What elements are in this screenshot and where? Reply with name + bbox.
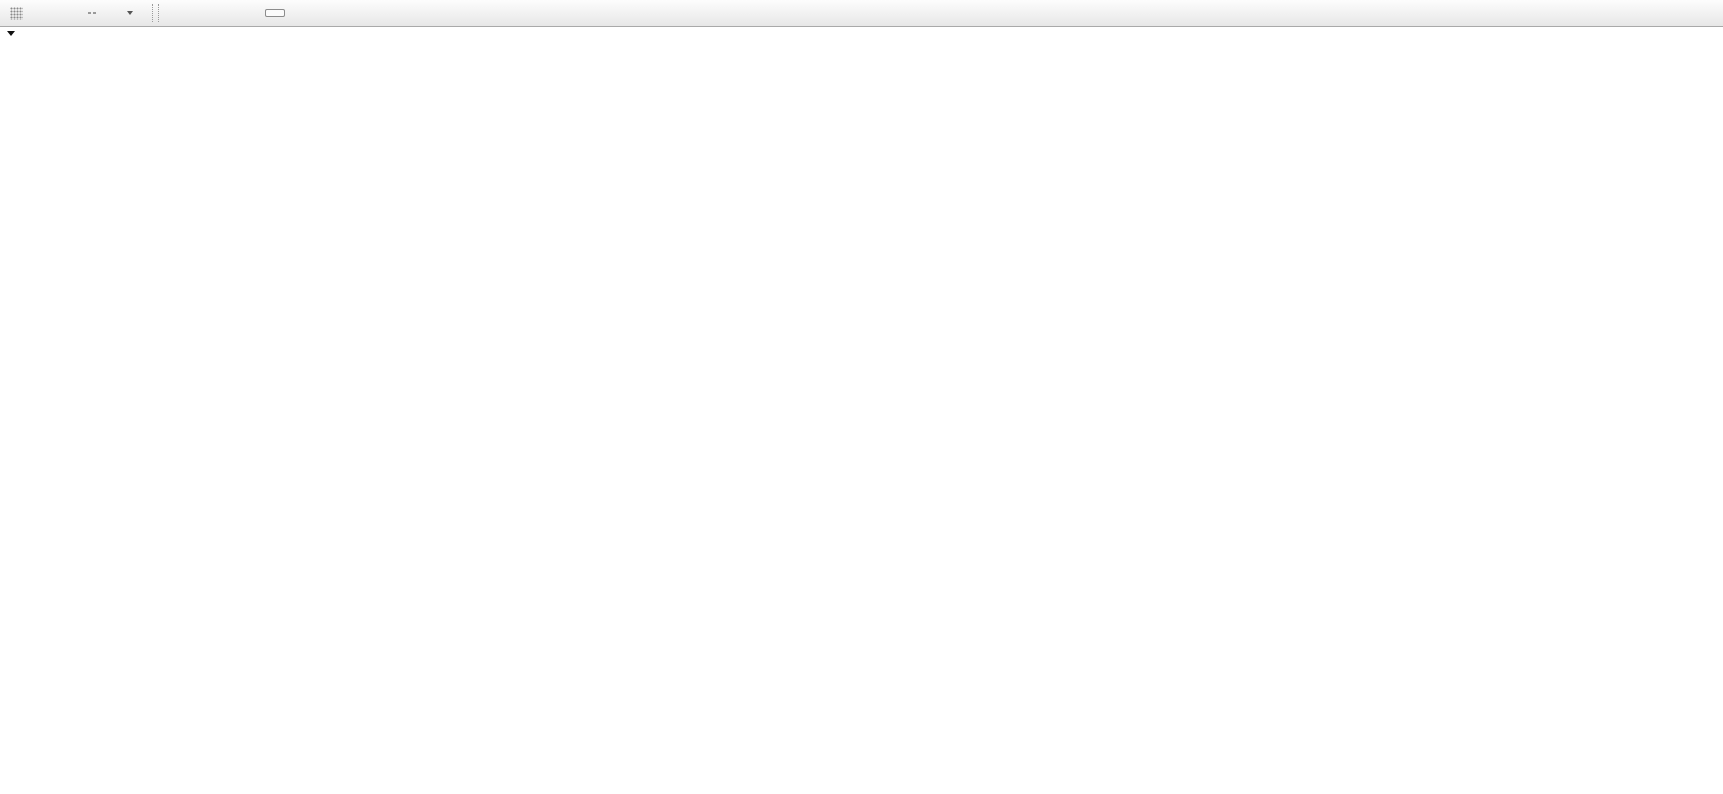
timeframe-m1-button[interactable]	[165, 9, 185, 17]
timeframe-w1-button[interactable]	[305, 9, 325, 17]
text-t-icon	[88, 12, 96, 14]
text-label-tool-button[interactable]	[44, 3, 68, 23]
toolbar-separator	[152, 4, 159, 22]
timeframe-m15-button[interactable]	[205, 9, 225, 17]
text-box-tool-button[interactable]	[80, 3, 104, 23]
chart-collapse-icon[interactable]	[7, 31, 15, 36]
timeframe-m30-button[interactable]	[225, 9, 245, 17]
grid-icon	[9, 6, 23, 20]
templates-button[interactable]	[4, 3, 28, 23]
timeframe-mn-button[interactable]	[325, 9, 345, 17]
timeframe-h4-button[interactable]	[265, 9, 285, 17]
toolbar	[0, 0, 1723, 27]
chart-title	[7, 31, 27, 36]
chevron-down-icon	[127, 11, 133, 15]
timeframe-m5-button[interactable]	[185, 9, 205, 17]
arrow-tool-button[interactable]	[116, 3, 140, 23]
timeframe-d1-button[interactable]	[285, 9, 305, 17]
timeframe-h1-button[interactable]	[245, 9, 265, 17]
